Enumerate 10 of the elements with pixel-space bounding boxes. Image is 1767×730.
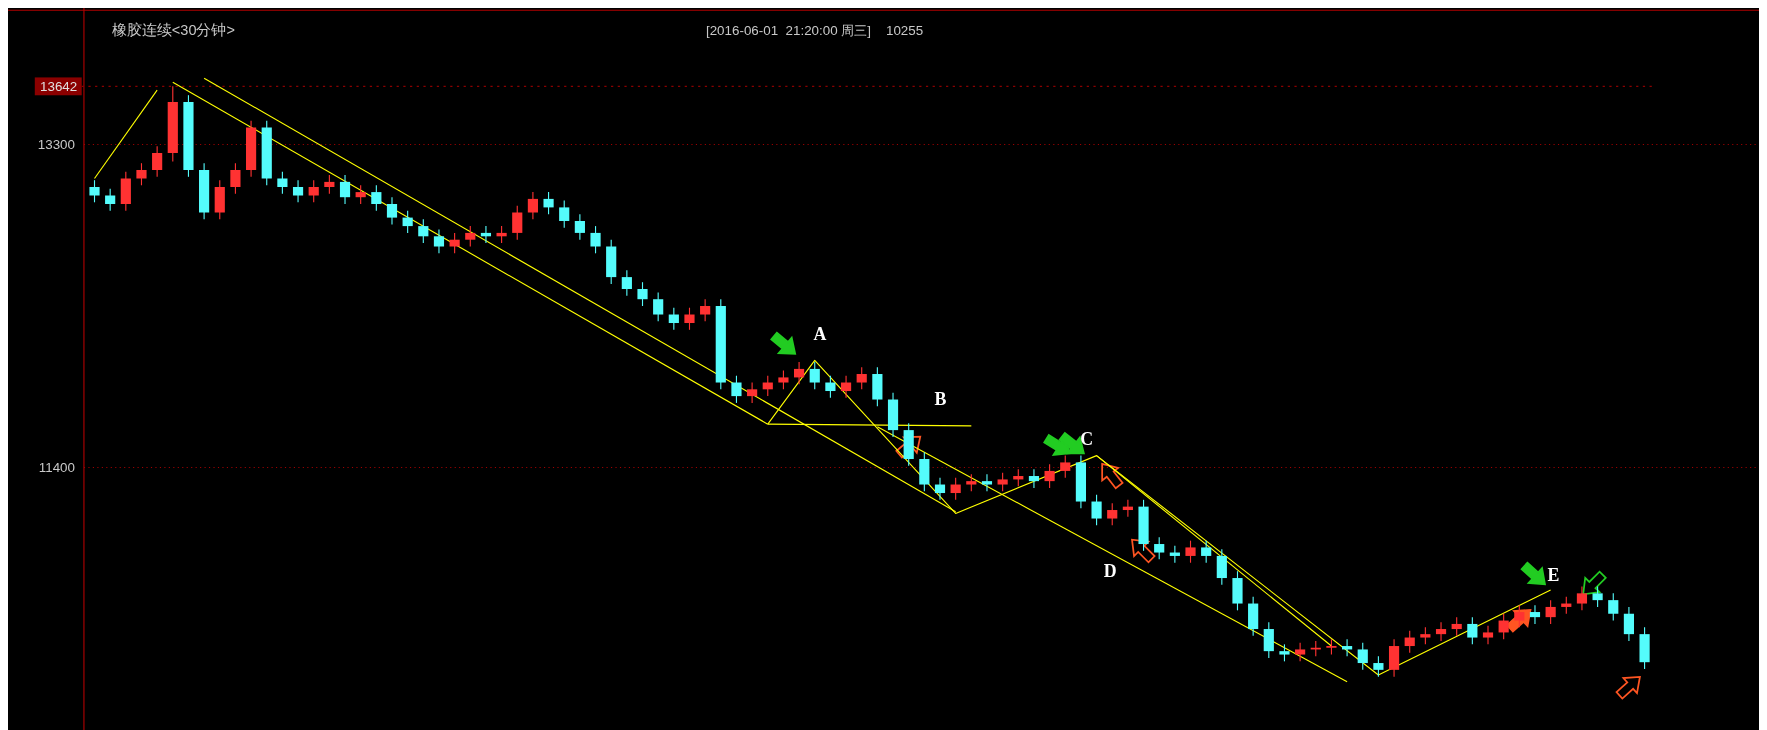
text: [2016-06-01 21:20:00 周三] 10255 xyxy=(705,22,924,38)
annotation: A xyxy=(813,324,827,345)
y-tick-label: 13300 xyxy=(37,136,75,152)
y-tick-label: 11400 xyxy=(38,459,75,475)
annotation: D xyxy=(1103,561,1117,582)
annotation: B xyxy=(934,389,947,410)
text: 橡胶连续<30分钟> xyxy=(111,21,235,38)
annotation: E xyxy=(1547,565,1560,586)
ref-line-label: 13642 xyxy=(40,78,78,94)
annotation: C xyxy=(1080,429,1094,450)
